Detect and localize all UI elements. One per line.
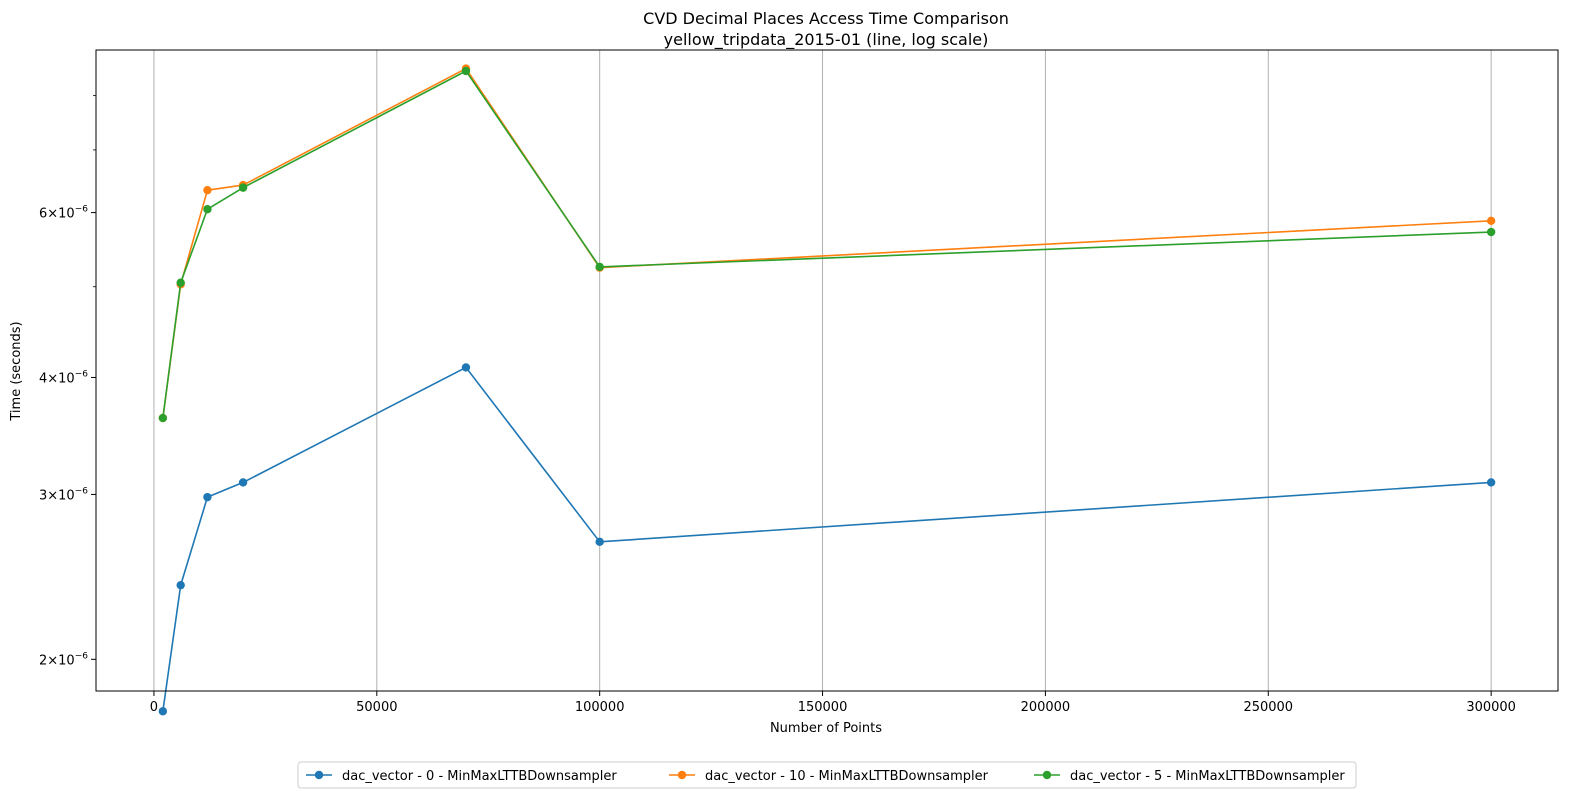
data-point [1486,216,1496,226]
legend-marker [1042,770,1052,780]
legend-label: dac_vector - 10 - MinMaxLTTBDownsampler [705,769,989,784]
data-point [238,183,248,192]
data-point [238,478,248,487]
data-point [203,492,212,502]
data-point [203,185,212,195]
data-point [1486,478,1496,487]
x-tick-label: 250000 [1243,700,1293,715]
x-tick-label: 100000 [575,700,625,715]
data-point [595,262,604,272]
data-point [203,205,212,214]
legend-marker [314,770,324,780]
y-tick-label: 2×10−6 [39,651,88,668]
x-tick-label: 0 [150,700,158,715]
legend-label: dac_vector - 0 - MinMaxLTTBDownsampler [342,769,617,784]
legend-box [297,761,1357,789]
legend-label: dac_vector - 5 - MinMaxLTTBDownsampler [1070,769,1345,784]
x-axis: 0 50000 100000 150000 200000 250000 300000 [150,691,1516,715]
grid-lines [153,50,1492,691]
y-tick-label: 3×10−6 [39,486,88,503]
legend-marker [677,770,687,780]
y-axis-label: Time (seconds) [9,321,24,421]
data-point [158,707,168,716]
x-tick-label: 200000 [1021,700,1071,715]
chart-title: CVD Decimal Places Access Time Compariso… [643,9,1009,28]
series-line [162,366,1492,712]
legend: dac_vector - 0 - MinMaxLTTBDownsampler da… [297,761,1357,789]
data-point [158,413,168,423]
y-tick-label: 4×10−6 [39,369,88,386]
plot-frame [95,49,1559,692]
data-point [595,537,604,547]
data-point [461,66,471,76]
series-line [162,67,1492,419]
x-tick-label: 50000 [356,700,397,715]
series-group [158,64,1496,716]
data-point [461,363,471,372]
x-tick-label: 300000 [1466,700,1516,715]
y-tick-label: 6×10−6 [39,205,88,222]
x-axis-label: Number of Points [770,721,882,736]
data-point [176,580,185,590]
data-point [176,278,185,287]
y-axis: 2×10−6 3×10−6 4×10−6 6×10−6 [39,95,96,668]
data-point [1486,227,1496,237]
chart-subtitle: yellow_tripdata_2015-01 (line, log scale… [664,30,989,50]
x-tick-label: 150000 [798,700,848,715]
